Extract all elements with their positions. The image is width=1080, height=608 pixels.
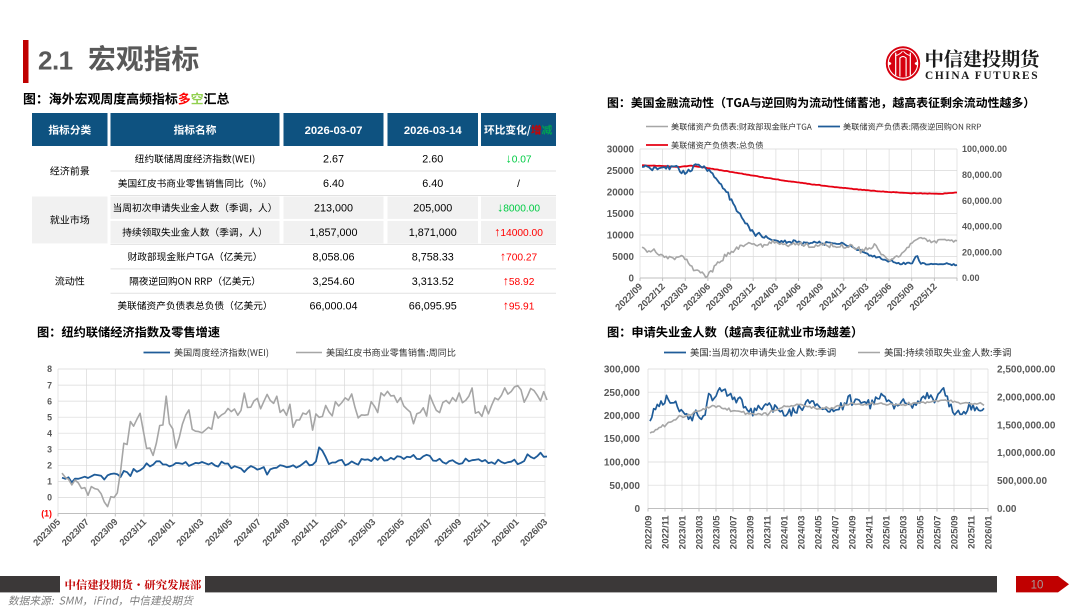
svg-text:↑58.92: ↑58.92 [503, 274, 535, 288]
svg-text:6: 6 [47, 396, 52, 406]
svg-text:80,000.00: 80,000.00 [962, 170, 1002, 180]
svg-text:0.00: 0.00 [997, 504, 1017, 515]
svg-text:2023/03: 2023/03 [694, 516, 705, 550]
svg-text:2023/11: 2023/11 [762, 516, 773, 549]
svg-text:(1): (1) [41, 509, 52, 519]
svg-text:10: 10 [1031, 580, 1044, 592]
svg-text:200,000: 200,000 [604, 411, 641, 422]
svg-text:2024/05: 2024/05 [813, 516, 824, 550]
svg-text:7: 7 [47, 380, 52, 390]
svg-text:/: / [517, 179, 520, 190]
svg-text:40,000.00: 40,000.00 [962, 222, 1002, 232]
svg-text:2: 2 [47, 461, 52, 471]
svg-text:2023/07: 2023/07 [728, 516, 739, 550]
svg-text:1,500,000.00: 1,500,000.00 [997, 420, 1056, 431]
svg-text:100,000: 100,000 [604, 458, 641, 469]
svg-text:2023/05: 2023/05 [711, 516, 722, 550]
svg-text:0: 0 [47, 493, 52, 503]
svg-text:8,758.33: 8,758.33 [412, 252, 454, 264]
svg-text:150,000: 150,000 [604, 434, 641, 445]
svg-text:6.40: 6.40 [323, 178, 344, 190]
svg-text:50,000: 50,000 [609, 481, 640, 492]
svg-text:2026-03-07: 2026-03-07 [305, 125, 363, 137]
svg-text:↑700.27: ↑700.27 [500, 250, 538, 264]
svg-text:60,000.00: 60,000.00 [962, 196, 1002, 206]
svg-text:2025/03: 2025/03 [898, 516, 909, 550]
svg-text:2.67: 2.67 [323, 154, 344, 166]
svg-text:2024/07: 2024/07 [830, 516, 841, 550]
svg-text:10000: 10000 [607, 230, 635, 241]
svg-text:8,058.06: 8,058.06 [312, 252, 354, 264]
svg-text:5000: 5000 [612, 252, 634, 263]
svg-text:3,313.52: 3,313.52 [412, 276, 454, 288]
svg-text:2022/09: 2022/09 [643, 516, 654, 550]
svg-text:2026/01: 2026/01 [983, 516, 994, 550]
svg-text:500,000.00: 500,000.00 [997, 476, 1047, 487]
svg-text:2023/09: 2023/09 [745, 516, 756, 550]
svg-text:1,871,000: 1,871,000 [409, 227, 457, 239]
svg-text:0: 0 [629, 273, 635, 284]
svg-text:15000: 15000 [607, 209, 635, 220]
svg-text:2024/09: 2024/09 [847, 516, 858, 550]
svg-text:3: 3 [47, 445, 52, 455]
svg-text:300,000: 300,000 [604, 365, 641, 376]
svg-text:5: 5 [47, 412, 52, 422]
svg-text:0.00: 0.00 [962, 273, 980, 283]
svg-text:↓0.07: ↓0.07 [505, 152, 531, 166]
svg-text:0: 0 [634, 504, 640, 515]
svg-text:205,000: 205,000 [413, 203, 452, 215]
svg-text:↓8000.00: ↓8000.00 [497, 201, 540, 215]
svg-text:213,000: 213,000 [314, 203, 353, 215]
svg-text:↑14000.00: ↑14000.00 [494, 225, 543, 239]
svg-text:2024/11: 2024/11 [864, 516, 875, 549]
svg-text:2.60: 2.60 [422, 154, 443, 166]
svg-text:1: 1 [47, 477, 52, 487]
svg-text:25000: 25000 [607, 166, 635, 177]
svg-text:2025/09: 2025/09 [949, 516, 960, 550]
svg-text:1,000,000.00: 1,000,000.00 [997, 448, 1056, 459]
svg-text:2026-03-14: 2026-03-14 [404, 125, 463, 137]
svg-text:3,254.60: 3,254.60 [312, 276, 354, 288]
svg-text:CHINA FUTURES: CHINA FUTURES [925, 70, 1039, 82]
svg-text:66,095.95: 66,095.95 [409, 300, 457, 312]
svg-text:20,000.00: 20,000.00 [962, 247, 1002, 257]
svg-text:8: 8 [47, 364, 52, 374]
svg-text:2.1: 2.1 [38, 46, 73, 76]
svg-text:4: 4 [47, 428, 52, 438]
svg-text:2024/01: 2024/01 [779, 516, 790, 550]
svg-text:2,000,000.00: 2,000,000.00 [997, 392, 1056, 403]
svg-text:2022/11: 2022/11 [660, 516, 671, 549]
svg-text:2023/01: 2023/01 [677, 516, 688, 550]
svg-text:20000: 20000 [607, 187, 635, 198]
svg-text:↑95.91: ↑95.91 [503, 298, 535, 312]
svg-text:30000: 30000 [607, 144, 635, 155]
svg-text:250,000: 250,000 [604, 388, 641, 399]
svg-text:100,000.00: 100,000.00 [962, 144, 1007, 154]
svg-text:2025/05: 2025/05 [915, 516, 926, 550]
svg-text:2025/01: 2025/01 [881, 516, 892, 550]
svg-text:2025/11: 2025/11 [966, 516, 977, 549]
svg-text:1,857,000: 1,857,000 [309, 227, 357, 239]
svg-text:6.40: 6.40 [422, 178, 443, 190]
svg-text:2025/07: 2025/07 [932, 516, 943, 550]
svg-text:2,500,000.00: 2,500,000.00 [997, 365, 1056, 376]
svg-text:2024/03: 2024/03 [796, 516, 807, 550]
svg-text:66,000.04: 66,000.04 [309, 300, 357, 312]
